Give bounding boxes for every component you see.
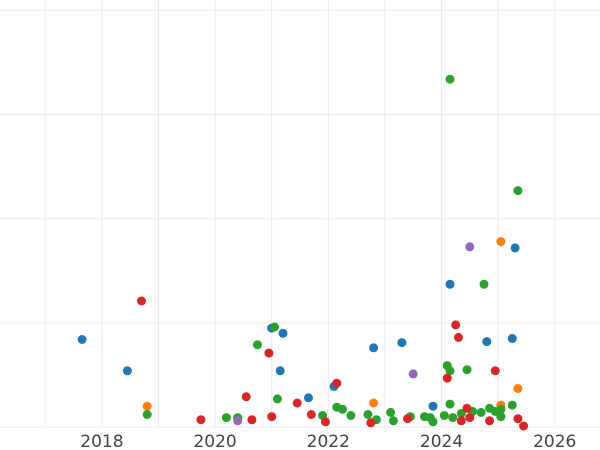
data-point bbox=[278, 328, 288, 338]
data-point bbox=[397, 338, 407, 348]
data-point bbox=[233, 416, 243, 426]
data-point bbox=[408, 369, 418, 379]
data-point bbox=[304, 393, 313, 403]
x-tick-label: 2024 bbox=[420, 432, 463, 450]
data-point bbox=[77, 335, 87, 344]
data-point bbox=[496, 237, 506, 247]
data-point bbox=[496, 412, 506, 422]
data-point bbox=[388, 416, 398, 426]
data-point bbox=[519, 421, 529, 431]
data-point bbox=[428, 401, 438, 411]
data-point bbox=[306, 410, 316, 419]
data-point bbox=[454, 332, 463, 342]
x-tick-label: 2022 bbox=[307, 432, 350, 450]
data-point bbox=[445, 399, 455, 409]
data-point bbox=[445, 279, 455, 289]
x-tick-label: 2020 bbox=[193, 432, 236, 450]
data-point bbox=[275, 366, 285, 376]
data-point bbox=[241, 392, 251, 402]
data-point bbox=[369, 398, 379, 408]
x-tick-label: 2026 bbox=[533, 432, 576, 450]
data-point bbox=[221, 413, 231, 423]
data-point bbox=[363, 410, 373, 419]
data-point bbox=[513, 384, 523, 393]
data-point bbox=[451, 320, 461, 330]
data-point bbox=[476, 407, 486, 417]
data-point bbox=[142, 410, 152, 419]
data-point bbox=[428, 417, 438, 427]
data-point bbox=[267, 412, 277, 422]
data-point bbox=[272, 394, 282, 404]
data-point bbox=[338, 404, 347, 414]
data-point bbox=[253, 340, 262, 350]
data-point bbox=[321, 417, 330, 427]
data-point bbox=[142, 401, 152, 411]
data-point bbox=[462, 403, 472, 413]
data-point bbox=[445, 366, 455, 376]
data-point bbox=[479, 279, 489, 289]
data-point bbox=[482, 337, 492, 347]
data-point bbox=[332, 378, 342, 388]
x-tick-label: 2018 bbox=[80, 432, 123, 450]
data-point bbox=[496, 404, 506, 414]
grid bbox=[0, 0, 600, 428]
data-point bbox=[196, 415, 206, 425]
data-point bbox=[264, 348, 274, 358]
data-points bbox=[77, 74, 529, 431]
data-point bbox=[448, 413, 458, 423]
data-point bbox=[490, 366, 500, 376]
data-point bbox=[292, 398, 302, 408]
data-point bbox=[366, 418, 376, 428]
data-point bbox=[507, 334, 517, 343]
data-point bbox=[247, 415, 257, 425]
data-point bbox=[369, 343, 379, 353]
data-point bbox=[456, 416, 466, 426]
data-point bbox=[513, 414, 523, 424]
data-point bbox=[507, 400, 517, 410]
data-point bbox=[462, 365, 472, 375]
data-point bbox=[445, 74, 455, 84]
data-point bbox=[485, 416, 495, 426]
data-point bbox=[270, 322, 279, 332]
data-point bbox=[442, 373, 452, 383]
data-point bbox=[346, 411, 356, 420]
data-point bbox=[465, 413, 475, 423]
data-point bbox=[456, 409, 466, 418]
data-point bbox=[465, 242, 475, 252]
data-point bbox=[513, 186, 523, 196]
x-axis-ticks: 2018 2020 2022 2024 2026 bbox=[80, 432, 576, 450]
data-point bbox=[122, 366, 132, 376]
data-point bbox=[403, 414, 412, 424]
data-point bbox=[386, 407, 396, 417]
data-point bbox=[137, 296, 146, 306]
data-point bbox=[439, 411, 449, 420]
data-point bbox=[510, 243, 520, 253]
